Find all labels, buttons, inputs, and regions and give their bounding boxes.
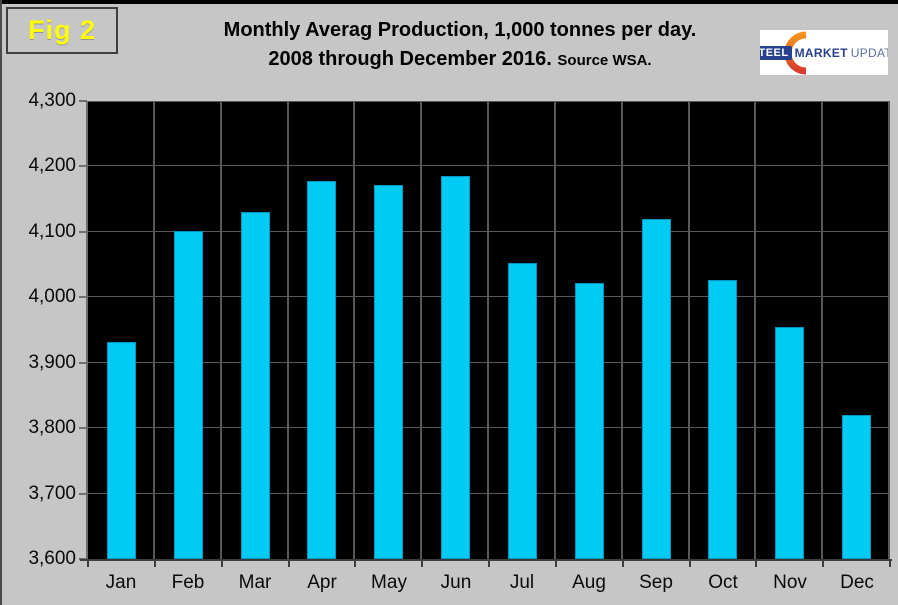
gridline-4300 (88, 101, 890, 102)
y-tick-mark-3800 (79, 427, 87, 430)
y-tick-mark-3900 (79, 361, 87, 364)
frame-left-border (0, 0, 2, 605)
x-tick-label-mar: Mar (238, 572, 272, 593)
gridline-col-1 (153, 101, 155, 559)
logo-word-steel: STEEL (760, 45, 792, 60)
figure-label: Fig 2 (27, 15, 96, 45)
gridline-col-4 (353, 101, 355, 559)
gridline-col-7 (554, 101, 556, 559)
logo-word-market: MARKET (794, 45, 848, 60)
y-tick-label-3700: 3,700 (28, 482, 76, 504)
x-tick-mark-9 (689, 559, 691, 567)
plot-area (88, 101, 890, 559)
gridline-col-11 (821, 101, 823, 559)
bar-aug (575, 283, 604, 559)
x-tick-mark-1 (154, 559, 156, 567)
bar-mar (241, 212, 270, 559)
gridline-3800 (88, 427, 890, 428)
gridline-col-10 (754, 101, 756, 559)
x-tick-label-may: May (371, 572, 407, 593)
gridline-col-9 (688, 101, 690, 559)
chart-title-line1: Monthly Averag Production, 1,000 tonnes … (223, 19, 697, 41)
x-tick-mark-8 (622, 559, 624, 567)
x-tick-mark-2 (221, 559, 223, 567)
logo-word-update: UPDATE (850, 45, 888, 60)
gridline-col-5 (420, 101, 422, 559)
x-tick-mark-4 (354, 559, 356, 567)
x-tick-label-apr: Apr (307, 572, 337, 593)
x-tick-label-oct: Oct (708, 572, 738, 593)
x-tick-mark-3 (288, 559, 290, 567)
bar-jul (508, 263, 537, 559)
chart-title-source: Source WSA. (557, 52, 652, 69)
x-tick-mark-10 (755, 559, 757, 567)
y-tick-label-4300: 4,300 (28, 90, 76, 111)
steel-market-update-logo: STEEL MARKET UPDATE (760, 30, 888, 75)
gridline-4200 (88, 165, 890, 166)
bar-apr (307, 181, 336, 559)
y-tick-mark-4300 (79, 100, 87, 102)
y-tick-mark-4100 (79, 230, 87, 233)
x-tick-label-sep: Sep (639, 572, 673, 593)
y-tick-mark-4200 (79, 165, 87, 168)
x-tick-mark-7 (555, 559, 557, 567)
y-tick-mark-4000 (79, 296, 87, 299)
x-tick-mark-0 (87, 559, 89, 567)
gridline-col-8 (621, 101, 623, 559)
figure-label-box: Fig 2 (6, 7, 118, 54)
frame-top-border (0, 0, 898, 4)
bar-nov (775, 327, 804, 559)
y-tick-mark-3700 (79, 492, 87, 495)
gridline-3900 (88, 362, 890, 363)
gridline-col-6 (487, 101, 489, 559)
y-tick-label-3900: 3,900 (28, 351, 76, 373)
bar-jun (441, 176, 470, 559)
x-tick-mark-5 (421, 559, 423, 567)
bar-oct (708, 280, 737, 559)
y-tick-label-3600: 3,600 (28, 548, 76, 569)
gridline-4000 (88, 296, 890, 297)
y-axis-line (86, 101, 88, 561)
chart-title-line2: 2008 through December 2016. Source WSA. (268, 48, 652, 70)
y-tick-label-3800: 3,800 (28, 417, 76, 439)
gridline-3700 (88, 493, 890, 494)
x-tick-label-feb: Feb (171, 572, 205, 593)
bar-may (374, 185, 403, 559)
x-tick-label-jan: Jan (105, 572, 137, 593)
chart-title: Monthly Averag Production, 1,000 tonnes … (112, 16, 808, 75)
y-tick-label-4200: 4,200 (28, 155, 76, 177)
logo-text: STEEL MARKET UPDATE (760, 30, 888, 75)
x-tick-mark-12 (889, 559, 891, 567)
bar-sep (642, 219, 671, 559)
y-tick-label-4000: 4,000 (28, 286, 76, 308)
x-tick-label-aug: Aug (572, 572, 606, 593)
gridline-col-12 (888, 101, 890, 559)
bar-dec (842, 415, 871, 559)
x-tick-label-jul: Jul (509, 572, 535, 593)
x-tick-label-dec: Dec (840, 572, 874, 593)
bar-feb (174, 231, 203, 559)
bar-jan (107, 342, 136, 559)
gridline-col-2 (220, 101, 222, 559)
x-axis-line (80, 559, 892, 561)
gridline-col-3 (287, 101, 289, 559)
gridline-4100 (88, 231, 890, 232)
x-tick-mark-11 (822, 559, 824, 567)
x-tick-mark-6 (488, 559, 490, 567)
x-tick-label-nov: Nov (773, 572, 807, 593)
y-tick-label-4100: 4,100 (28, 220, 76, 242)
x-tick-label-jun: Jun (440, 572, 472, 593)
